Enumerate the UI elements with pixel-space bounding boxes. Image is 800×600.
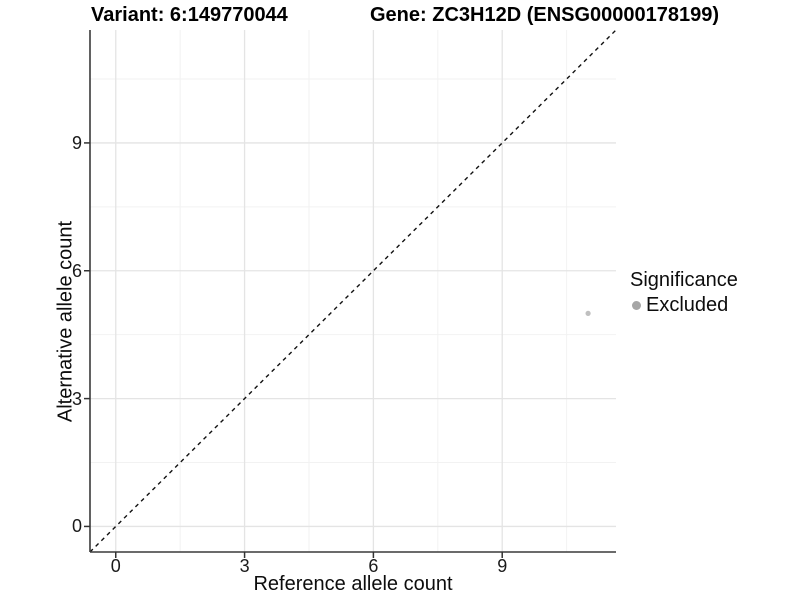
legend-point-icon [632,301,641,310]
legend-item-label: Excluded [646,294,729,316]
y-tick-label: 3 [71,388,82,409]
y-tick-label: 6 [71,260,82,281]
data-point [585,310,591,316]
legend: Significance Excluded [630,269,738,317]
y-tick-label: 9 [71,132,82,153]
x-tick-label: 3 [239,556,250,576]
y-tick-label: 0 [71,516,82,537]
x-tick-label: 9 [497,556,508,576]
legend-item-excluded: Excluded [630,294,738,317]
x-axis-title: Reference allele count [253,573,453,595]
y-axis-title: Alternative allele count [54,220,77,423]
identity-line [89,29,617,553]
variant-title: Variant: 6:149770044 [91,4,288,26]
x-tick-label: 0 [110,556,121,576]
gene-title: Gene: ZC3H12D (ENSG00000178199) [370,4,720,26]
x-tick-label: 6 [368,556,379,576]
legend-title: Significance [630,269,738,291]
